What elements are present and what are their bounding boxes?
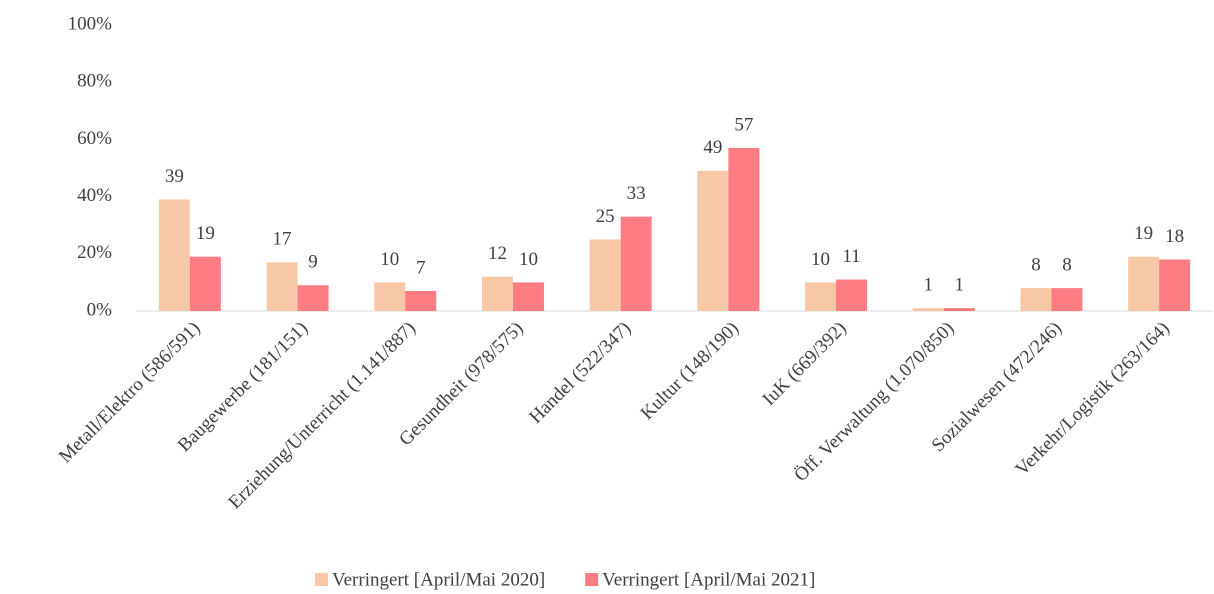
bar bbox=[189, 256, 221, 311]
bar bbox=[912, 308, 944, 311]
data-label: 19 bbox=[196, 223, 215, 244]
data-label: 12 bbox=[488, 243, 507, 264]
bar bbox=[805, 282, 837, 311]
x-tick-label: Erziehung/Unterricht (1.141/887) bbox=[224, 318, 419, 513]
bar bbox=[405, 290, 437, 311]
y-tick-label: 80% bbox=[77, 71, 112, 92]
bar bbox=[943, 308, 975, 311]
data-label: 17 bbox=[273, 229, 292, 250]
data-label: 39 bbox=[165, 166, 184, 187]
bar bbox=[266, 262, 298, 311]
data-label: 9 bbox=[308, 252, 318, 273]
x-tick-label: Handel (522/347) bbox=[525, 318, 635, 428]
y-tick-label: 100% bbox=[68, 13, 113, 34]
data-label: 18 bbox=[1165, 226, 1184, 247]
data-label: 10 bbox=[519, 249, 538, 270]
bar bbox=[512, 282, 544, 311]
x-tick-label: Gesundheit (978/575) bbox=[395, 318, 527, 450]
legend-label: Verringert [April/Mai 2020] bbox=[332, 569, 545, 590]
x-tick-label: IuK (669/392) bbox=[759, 318, 851, 410]
data-label: 1 bbox=[955, 274, 965, 295]
bar bbox=[1020, 288, 1052, 311]
legend-swatch bbox=[315, 573, 328, 586]
data-label: 10 bbox=[380, 249, 399, 270]
bar bbox=[1159, 259, 1191, 311]
bar bbox=[620, 216, 652, 311]
data-label: 11 bbox=[842, 246, 860, 267]
data-label: 33 bbox=[627, 183, 646, 204]
legend-label: Verringert [April/Mai 2021] bbox=[602, 569, 815, 590]
bar bbox=[374, 282, 406, 311]
data-label: 8 bbox=[1062, 254, 1072, 275]
data-label: 1 bbox=[924, 274, 934, 295]
data-label: 25 bbox=[596, 206, 615, 227]
data-label: 57 bbox=[734, 114, 753, 135]
data-label: 8 bbox=[1031, 254, 1041, 275]
y-tick-label: 40% bbox=[77, 185, 112, 206]
legend-swatch bbox=[585, 573, 599, 586]
bar bbox=[697, 170, 729, 311]
x-tick-label: Kultur (148/190) bbox=[637, 318, 743, 424]
bar bbox=[728, 147, 760, 311]
y-tick-label: 0% bbox=[87, 299, 113, 320]
bar bbox=[589, 239, 621, 311]
bar bbox=[158, 199, 190, 311]
data-label: 7 bbox=[416, 257, 426, 278]
y-tick-label: 60% bbox=[77, 128, 112, 149]
y-tick-label: 20% bbox=[77, 242, 112, 263]
data-label: 19 bbox=[1134, 223, 1153, 244]
bar bbox=[836, 279, 868, 311]
bar bbox=[297, 285, 329, 311]
bar bbox=[1051, 288, 1083, 311]
bar bbox=[1128, 256, 1160, 311]
data-label: 10 bbox=[811, 249, 830, 270]
data-label: 49 bbox=[703, 137, 722, 158]
bar bbox=[481, 276, 513, 311]
